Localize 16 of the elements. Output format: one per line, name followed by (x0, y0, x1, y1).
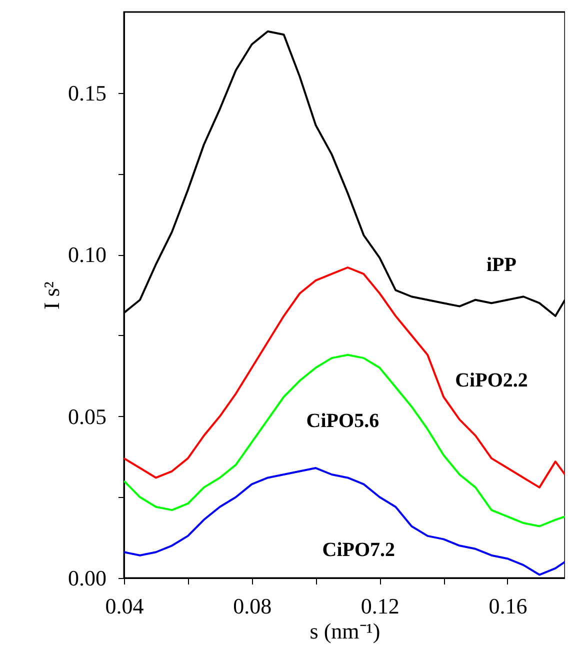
x-tick-label: 0.04 (105, 594, 144, 618)
y-tick-label: 0.00 (68, 566, 106, 590)
x-tick-label: 0.16 (488, 594, 528, 618)
y-tick-label: 0.10 (68, 242, 106, 268)
y-tick-label: 0.15 (68, 80, 106, 106)
x-axis-title: s (nm⁻¹) (310, 618, 380, 644)
series-label: CiPO7.2 (322, 539, 396, 562)
x-tick-label: 0.08 (233, 594, 272, 618)
series-label: iPP (486, 254, 516, 276)
series-label: CiPO2.2 (455, 369, 528, 392)
y-tick-label: 0.05 (68, 404, 106, 429)
line-series (124, 354, 565, 528)
x-tick-label: 0.12 (360, 594, 400, 618)
y-axis-title: I s² (39, 281, 64, 310)
line-series (124, 467, 565, 576)
series-label: CiPO5.6 (306, 410, 380, 432)
